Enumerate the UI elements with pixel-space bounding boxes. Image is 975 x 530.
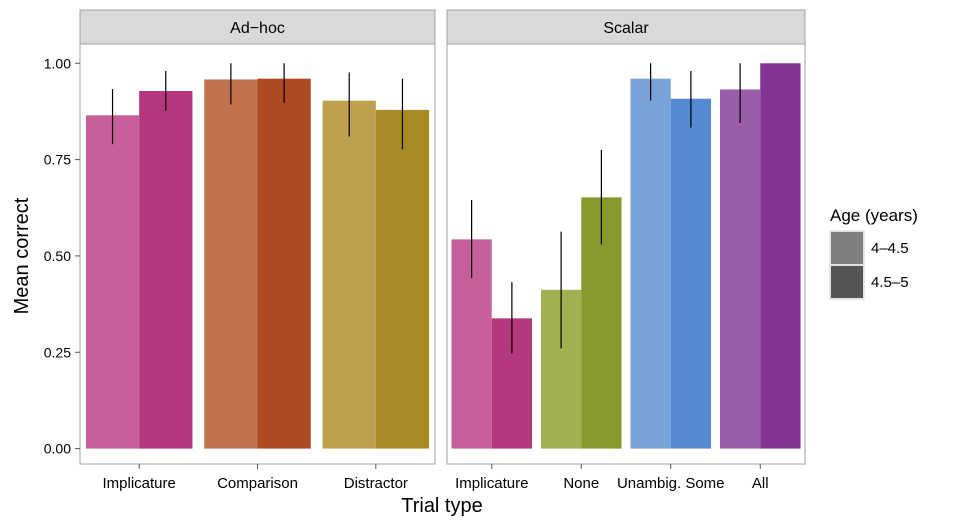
- legend-swatch: [831, 232, 863, 264]
- bar: [375, 109, 430, 449]
- legend-title: Age (years): [830, 206, 918, 225]
- y-tick-label: 1.00: [44, 55, 71, 71]
- facet-title: Ad−hoc: [230, 20, 285, 37]
- legend-swatch: [831, 266, 863, 298]
- x-tick-label: Comparison: [217, 475, 298, 492]
- y-tick-label: 0.75: [44, 152, 71, 168]
- bar-group: Implicature: [85, 70, 193, 492]
- y-tick-label: 0.50: [44, 248, 71, 264]
- bar-group: None: [540, 149, 622, 492]
- facet-strip: [79, 9, 436, 45]
- bar: [322, 100, 376, 449]
- bar: [139, 91, 193, 449]
- facet-panel: Ad−hoc Implicature Comparison Distractor: [79, 9, 436, 492]
- bar: [85, 115, 140, 449]
- legend-entry: 4–4.5: [829, 230, 909, 266]
- legend-label: 4.5–5: [871, 274, 909, 291]
- bar: [670, 98, 712, 449]
- y-tick-label: 0.00: [44, 441, 71, 457]
- x-axis-title: Trial type: [401, 495, 483, 517]
- bar: [257, 78, 311, 449]
- x-tick-label: Implicature: [455, 475, 528, 492]
- x-tick-label: All: [752, 475, 769, 492]
- bar: [204, 79, 258, 449]
- bar: [760, 63, 801, 449]
- y-tick-label: 0.25: [44, 344, 71, 360]
- y-axis-title: Mean correct: [11, 197, 33, 314]
- x-tick-label: Implicature: [102, 475, 175, 492]
- legend-label: 4–4.5: [871, 240, 909, 257]
- bar-group: Implicature: [451, 200, 533, 492]
- facet-title: Scalar: [603, 20, 649, 37]
- bar: [630, 78, 671, 449]
- legend: Age (years) 4–4.5 4.5–5: [829, 206, 918, 300]
- facet-panel: Scalar Implicature None Unambig. Some All: [446, 9, 806, 492]
- bar: [719, 89, 761, 449]
- bar-group: Unambig. Some: [617, 63, 725, 492]
- x-tick-label: None: [563, 475, 599, 492]
- bar-group: Comparison: [204, 63, 311, 492]
- x-tick-label: Distractor: [344, 475, 408, 492]
- x-tick-label: Unambig. Some: [617, 475, 725, 492]
- bar-group: Distractor: [322, 72, 430, 492]
- bar-group: All: [719, 63, 801, 492]
- legend-entry: 4.5–5: [829, 264, 909, 300]
